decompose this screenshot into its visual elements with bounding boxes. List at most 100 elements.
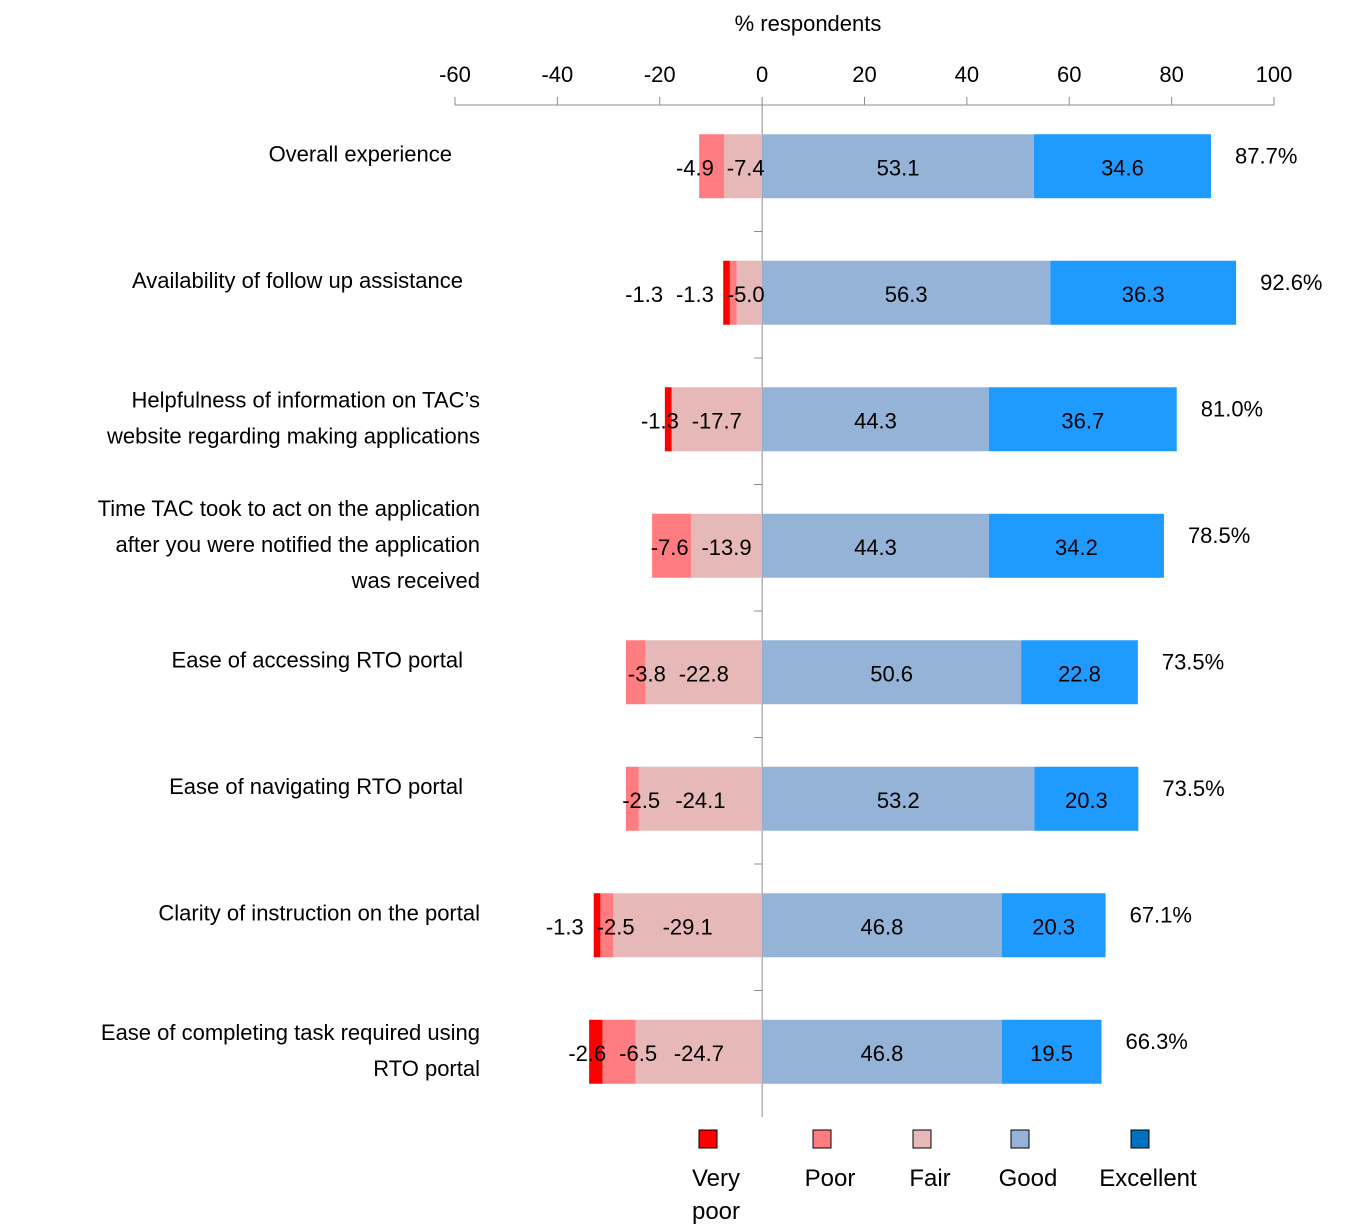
bar-poor [600, 893, 614, 958]
data-label: 20.3 [1065, 788, 1108, 813]
legend-swatch [812, 1129, 832, 1149]
data-label: 36.3 [1122, 282, 1165, 307]
bar-excellent [1034, 766, 1139, 831]
bar-excellent [1033, 134, 1212, 199]
legend-swatch [1010, 1129, 1030, 1149]
bar-poor [602, 1019, 636, 1084]
data-label: 22.8 [1058, 661, 1101, 686]
category-label: Ease of accessing RTO portal [172, 647, 463, 672]
legend-label-line: Excellent [1099, 1165, 1197, 1192]
bar-good [762, 513, 989, 578]
bar-fair [635, 1019, 763, 1084]
total-label: 92.6% [1260, 270, 1322, 295]
category-label-line: Availability of follow up assistance [132, 268, 463, 293]
bar-very-poor [589, 1019, 603, 1084]
legend-swatch [1130, 1129, 1150, 1149]
data-label: -2.5 [597, 914, 635, 939]
total-label: 67.1% [1130, 902, 1192, 927]
x-tick-label: 20 [852, 62, 876, 87]
bar-good [762, 387, 989, 452]
category-label: Ease of completing task required using RT… [101, 1020, 480, 1081]
bar-excellent [1021, 640, 1138, 705]
bar-fair [613, 893, 763, 958]
total-label: 87.7% [1235, 143, 1297, 168]
bar-very-poor [593, 893, 601, 958]
bar-good [762, 893, 1002, 958]
x-tick-label: 40 [955, 62, 979, 87]
bar-excellent [988, 387, 1177, 452]
bar-poor [729, 260, 737, 325]
x-tick-label: 80 [1159, 62, 1183, 87]
legend-label: Poor [805, 1165, 856, 1192]
legend-label-line: Poor [805, 1165, 856, 1192]
bar-poor [699, 134, 725, 199]
total-label: 81.0% [1201, 396, 1263, 421]
category-label: Helpfulness of information on TAC’s websi… [106, 387, 480, 448]
data-label: -2.5 [622, 788, 660, 813]
x-tick-label: -60 [439, 62, 471, 87]
bar-good [762, 640, 1022, 705]
data-label: 20.3 [1032, 914, 1075, 939]
data-label: -29.1 [663, 914, 713, 939]
total-label: 73.5% [1162, 649, 1224, 674]
legend-label: Good [999, 1165, 1058, 1192]
data-label: 34.2 [1055, 535, 1098, 560]
bar-excellent [1050, 260, 1237, 325]
data-label: 36.7 [1061, 408, 1104, 433]
category-label: Availability of follow up assistance [132, 268, 463, 293]
data-label: -1.3 [546, 914, 584, 939]
bar-fair [645, 640, 763, 705]
legend-label: Fair [909, 1165, 950, 1192]
x-tick-label: 0 [756, 62, 768, 87]
legend-label-line: Very [692, 1165, 740, 1192]
category-label-line: Clarity of instruction on the portal [158, 900, 480, 925]
data-label: 53.1 [877, 155, 920, 180]
category-label-line: RTO portal [373, 1056, 480, 1081]
bar-fair [724, 134, 763, 199]
data-label: -6.5 [619, 1041, 657, 1066]
data-label: -1.3 [625, 282, 663, 307]
data-label: -7.6 [651, 535, 689, 560]
legend-label: Excellent [1099, 1165, 1197, 1192]
legend-swatch [912, 1129, 932, 1149]
category-label: Clarity of instruction on the portal [158, 900, 480, 925]
data-label: -7.4 [727, 155, 765, 180]
bar-excellent [1001, 893, 1106, 958]
bar-excellent [1001, 1019, 1102, 1084]
category-label-line: Ease of completing task required using [101, 1020, 480, 1045]
data-label: 44.3 [854, 535, 897, 560]
legend-label-line: Good [999, 1165, 1058, 1192]
total-label: 66.3% [1125, 1029, 1187, 1054]
data-label: -24.7 [674, 1041, 724, 1066]
data-label: -5.0 [727, 282, 765, 307]
category-label-line: Time TAC took to act on the application [98, 496, 480, 521]
data-label: -24.1 [675, 788, 725, 813]
bar-good [762, 1019, 1002, 1084]
bar-poor [652, 513, 691, 578]
data-label: 19.5 [1030, 1041, 1073, 1066]
data-label: 53.2 [877, 788, 920, 813]
data-label: -1.3 [641, 408, 679, 433]
x-tick-label: -20 [644, 62, 676, 87]
bar-excellent [988, 513, 1164, 578]
data-label: 44.3 [854, 408, 897, 433]
bar-poor [625, 766, 639, 831]
x-tick-label: -40 [541, 62, 573, 87]
x-tick-label: 100 [1256, 62, 1293, 87]
bar-poor [625, 640, 646, 705]
category-label-line: after you were notified the application [116, 532, 480, 557]
data-label: -3.8 [628, 661, 666, 686]
category-label: Time TAC took to act on the application a… [98, 496, 480, 593]
data-label: -13.9 [701, 535, 751, 560]
category-label-line: Ease of accessing RTO portal [172, 647, 463, 672]
legend-label-line: poor [692, 1198, 740, 1225]
category-label-line: Ease of navigating RTO portal [169, 774, 463, 799]
data-label: 34.6 [1101, 155, 1144, 180]
bar-fair [690, 513, 763, 578]
category-label-line: was received [351, 568, 480, 593]
x-tick-label: 60 [1057, 62, 1081, 87]
bar-fair [736, 260, 763, 325]
total-label: 78.5% [1188, 523, 1250, 548]
category-label-line: Overall experience [269, 141, 452, 166]
